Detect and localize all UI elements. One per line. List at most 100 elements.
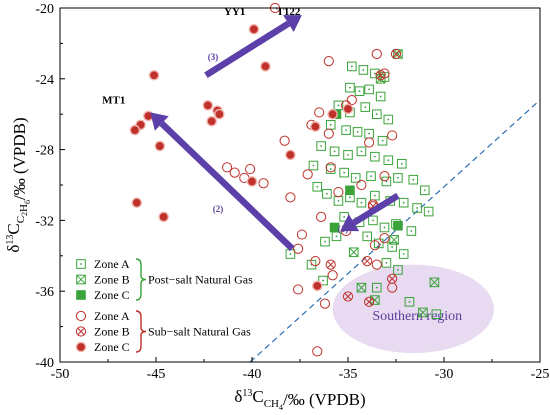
trend-arrow-shaft-1 (352, 192, 400, 226)
data-point-sub-salt-zone-c-14 (285, 149, 296, 161)
data-point-sub-salt-zone-c-4 (154, 140, 166, 152)
x-tick-label-2: -40 (243, 367, 262, 382)
trend-arrow-head-2 (150, 112, 169, 131)
data-point-sub-salt-zone-a-10 (387, 130, 398, 141)
data-point-post-salt-zone-a-5 (354, 86, 365, 96)
data-point-post-salt-zone-a-49 (387, 242, 397, 252)
data-point-sub-salt-zone-a-32 (371, 259, 382, 270)
data-point-sub-salt-zone-a-4 (346, 94, 357, 106)
data-point-sub-salt-zone-c-3 (129, 124, 141, 136)
data-point-sub-salt-zone-a-31 (319, 298, 331, 309)
trend-arrow-head-3 (283, 15, 302, 33)
y-tick-label-2: -32 (35, 214, 54, 229)
legend-entry-0-1: Zone B (94, 273, 130, 287)
data-point-post-salt-zone-a-7 (375, 91, 386, 102)
data-point-post-salt-zone-a-24 (308, 160, 319, 171)
x-tick-label-1: -45 (147, 367, 166, 382)
data-point-post-salt-zone-b-0 (375, 74, 386, 84)
data-point-sub-salt-zone-a-16 (258, 178, 269, 189)
legend-marker-1-1 (75, 326, 87, 337)
trend-arrow-label-3: (3) (208, 52, 219, 62)
data-point-sub-salt-zone-a-21 (333, 186, 344, 198)
data-point-post-salt-zone-a-15 (352, 127, 363, 137)
data-point-post-salt-zone-a-63 (420, 185, 430, 196)
data-point-post-salt-zone-b-4 (418, 307, 428, 318)
reference-dashed-line (249, 99, 541, 363)
data-point-post-salt-zone-a-62 (408, 174, 419, 185)
annotation-mt1: MT1 (102, 95, 125, 107)
data-points-layer (129, 2, 442, 357)
data-point-post-salt-zone-a-27 (350, 173, 361, 183)
data-point-post-salt-zone-a-22 (370, 151, 380, 162)
data-point-post-salt-zone-a-35 (356, 197, 367, 208)
legend-marker-0-1 (76, 274, 86, 285)
data-point-sub-salt-zone-a-24 (316, 211, 327, 222)
data-point-post-salt-zone-a-21 (356, 146, 367, 157)
data-point-sub-salt-zone-a-15 (244, 163, 256, 175)
data-point-post-salt-zone-a-57 (320, 236, 330, 247)
legend-brace-0 (135, 258, 147, 301)
data-point-post-salt-zone-a-20 (343, 150, 353, 160)
data-point-sub-salt-zone-c-7 (202, 100, 214, 111)
data-point-post-salt-zone-c-2 (393, 220, 403, 231)
data-point-sub-salt-zone-c-6 (158, 211, 169, 223)
legend-entry-0-2: Zone C (94, 288, 130, 302)
data-point-post-salt-zone-a-19 (329, 146, 340, 157)
legend-brace-1 (135, 310, 147, 353)
data-point-sub-salt-zone-c-13 (246, 176, 258, 187)
southern-region-label: Southern region (372, 309, 462, 324)
y-tick-label-4: -24 (35, 73, 54, 88)
data-point-post-salt-zone-a-50 (398, 249, 409, 259)
data-point-post-salt-zone-a-4 (345, 82, 355, 93)
x-axis-title: δ13CCH4/‰ (VPDB) (234, 387, 365, 412)
data-point-sub-salt-zone-c-9 (214, 108, 225, 120)
data-point-post-salt-zone-a-30 (393, 173, 403, 183)
data-point-sub-salt-zone-b-1 (375, 70, 386, 81)
data-point-sub-salt-zone-a-1 (323, 56, 334, 67)
data-point-post-salt-zone-a-14 (341, 125, 351, 135)
data-point-sub-salt-zone-c-5 (131, 197, 143, 208)
reference-line-layer (249, 99, 541, 363)
southern-region-layer: Southern region (332, 264, 494, 354)
data-point-post-salt-zone-a-47 (362, 231, 372, 242)
x-tick-label-4: -30 (435, 367, 454, 382)
data-point-post-salt-zone-a-39 (412, 203, 422, 213)
data-point-sub-salt-zone-a-18 (325, 162, 336, 173)
data-point-sub-salt-zone-c-16 (327, 108, 338, 120)
data-point-sub-salt-zone-a-23 (285, 192, 296, 203)
data-point-sub-salt-zone-c-17 (342, 103, 354, 115)
trend-arrow-head-1 (340, 214, 360, 232)
legend-marker-0-2 (76, 290, 86, 300)
data-point-post-salt-zone-b-7 (356, 282, 367, 293)
y-axis-title: δ13CC2H6/‰ (VPDB) (4, 117, 32, 252)
data-point-post-salt-zone-a-61 (396, 158, 407, 169)
data-point-post-salt-zone-a-55 (431, 309, 442, 320)
data-point-sub-salt-zone-c-12 (260, 61, 271, 72)
data-point-post-salt-zone-a-46 (406, 226, 417, 236)
annotations-layer: YY1 T122 MT1 (102, 6, 301, 107)
data-point-post-salt-zone-a-38 (398, 197, 409, 208)
trend-arrow-shaft-3 (204, 20, 291, 79)
data-point-sub-salt-zone-c-10 (206, 115, 217, 127)
data-point-sub-salt-zone-a-26 (296, 229, 308, 240)
data-point-sub-salt-zone-a-2 (371, 48, 382, 60)
data-point-post-salt-zone-a-28 (366, 171, 376, 181)
data-point-sub-salt-zone-a-9 (364, 137, 375, 148)
legend-marker-1-0 (75, 310, 87, 322)
data-point-sub-salt-zone-b-4 (364, 296, 375, 307)
data-point-post-salt-zone-a-53 (372, 282, 382, 293)
data-point-post-salt-zone-a-23 (383, 155, 394, 166)
data-point-sub-salt-zone-a-8 (323, 128, 334, 139)
annotation-t122: T122 (277, 6, 301, 18)
legend-marker-1-2 (75, 341, 87, 353)
data-point-post-salt-zone-a-26 (339, 167, 349, 178)
data-point-post-salt-zone-a-6 (364, 84, 374, 95)
data-point-post-salt-zone-a-12 (383, 114, 394, 125)
data-point-sub-salt-zone-a-5 (314, 107, 325, 118)
x-tick-label-0: -50 (51, 367, 70, 382)
data-point-sub-salt-zone-b-3 (342, 291, 354, 302)
data-point-sub-salt-zone-a-36 (379, 233, 390, 244)
data-point-sub-salt-zone-a-29 (327, 270, 338, 281)
data-point-post-salt-zone-a-52 (393, 265, 403, 275)
